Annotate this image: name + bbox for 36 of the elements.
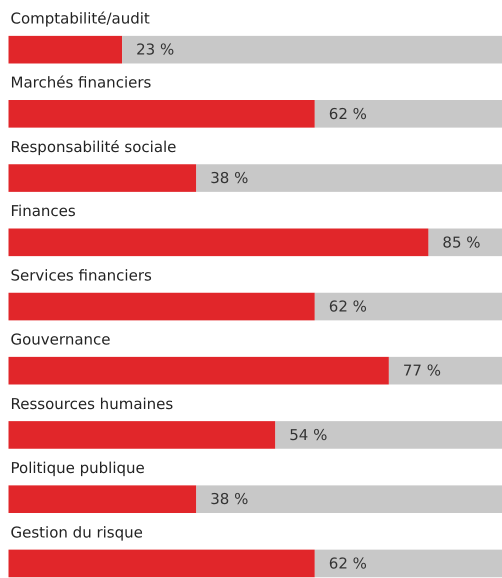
- data-label: 62 %: [328, 104, 367, 123]
- data-label: 38 %: [210, 169, 248, 188]
- bar: [314, 100, 502, 128]
- bar: [8, 292, 315, 320]
- y-tick-label: Finances: [10, 202, 76, 220]
- data-label: 38 %: [210, 490, 248, 508]
- bar: [314, 292, 502, 320]
- bar: [8, 550, 315, 578]
- bar: [8, 356, 389, 385]
- y-tick-label: Services financiers: [10, 266, 152, 284]
- bar: [275, 421, 502, 449]
- bar: [388, 356, 502, 385]
- y-tick-label: Responsabilité sociale: [10, 138, 176, 156]
- data-label: 77 %: [402, 362, 441, 380]
- bar: [122, 36, 502, 64]
- bar: [8, 485, 196, 513]
- bar: [196, 485, 502, 513]
- y-tick-label: Gouvernance: [10, 330, 110, 349]
- bar: [8, 36, 122, 64]
- bar: [8, 100, 315, 128]
- y-tick-label: Ressources humaines: [10, 394, 174, 413]
- bar: [8, 164, 196, 192]
- y-tick-label: Gestion du risque: [10, 523, 143, 542]
- data-label: 62 %: [328, 298, 367, 316]
- data-label: 54 %: [289, 426, 328, 444]
- y-tick-label: Comptabilité/audit: [10, 9, 150, 28]
- y-tick-label: Marchés financiers: [10, 74, 152, 92]
- y-tick-label: Politique publique: [10, 459, 145, 478]
- data-label: 62 %: [328, 554, 367, 572]
- bar: [314, 550, 502, 578]
- data-label: 85 %: [442, 233, 481, 252]
- bar: [428, 228, 502, 256]
- data-label: 23 %: [136, 40, 174, 59]
- bar: [8, 228, 428, 256]
- bar: [8, 421, 276, 449]
- bar: [196, 164, 502, 192]
